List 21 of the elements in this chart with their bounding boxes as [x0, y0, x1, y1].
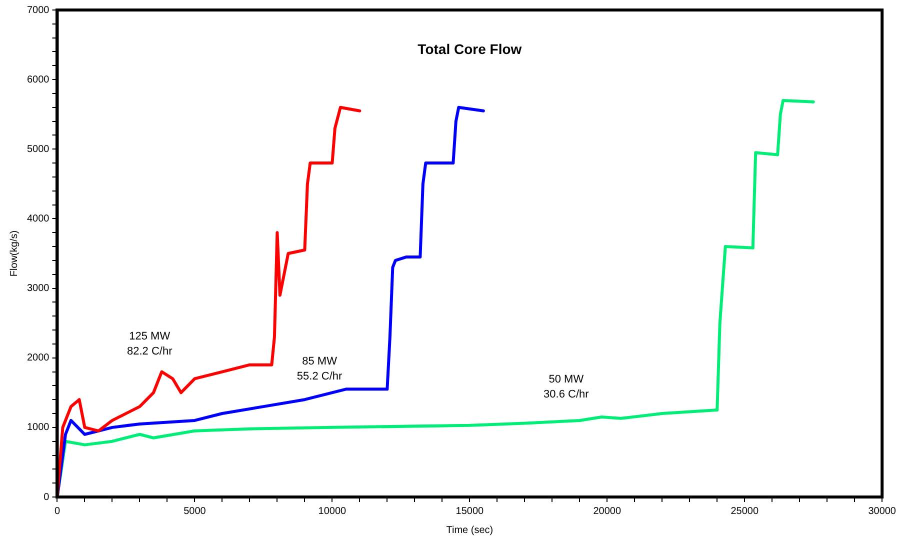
y-tick-label: 3000	[26, 283, 50, 294]
x-tick-label: 15000	[456, 506, 484, 517]
annotation: 125 MW 82.2 C/hr	[127, 330, 173, 358]
y-tick-label: 7000	[26, 4, 50, 16]
y-tick-label: 2000	[26, 352, 50, 364]
annotation: 50 MW 30.6 C/hr	[544, 373, 590, 400]
y-tick-label: 0	[44, 492, 50, 503]
y-axis-title: Flow(kg/s)	[8, 230, 20, 277]
x-tick-label: 5000	[184, 506, 206, 517]
y-tick-label: 4000	[26, 213, 50, 224]
y-tick-label: 1000	[26, 422, 50, 434]
x-tick-label: 0	[54, 506, 60, 517]
x-axis-title: Time (sec)	[446, 524, 494, 536]
x-tick-label: 10000	[318, 506, 347, 517]
y-tick-label: 6000	[26, 74, 50, 86]
x-tick-label: 30000	[868, 506, 896, 517]
annotation: 85 MW 55.2 C/hr	[296, 355, 343, 382]
x-tick-label: 25000	[730, 506, 759, 517]
y-tick-label: 5000	[26, 144, 50, 155]
x-tick-label: 20000	[593, 506, 622, 517]
text: Total Core Flow	[418, 40, 522, 57]
